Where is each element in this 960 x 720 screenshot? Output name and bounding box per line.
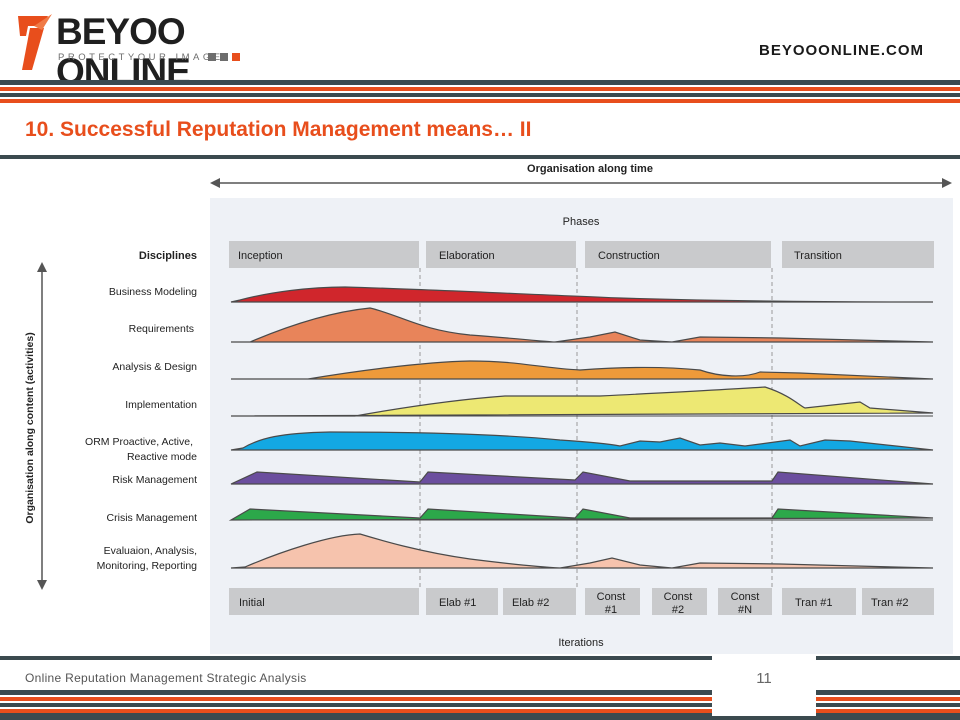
- iteration-label: Initial: [239, 597, 265, 609]
- disciplines-heading: Disciplines: [139, 250, 197, 262]
- iteration-const-n: [718, 588, 772, 615]
- iteration-label: Const #2: [664, 591, 693, 616]
- footer-text: Online Reputation Management Strategic A…: [25, 671, 307, 685]
- title-rule: [0, 155, 960, 159]
- phase-construction: [585, 241, 771, 268]
- iteration-initial: [229, 588, 419, 615]
- iteration-label-line: Const: [731, 591, 760, 603]
- discipline-label: Requirements: [129, 323, 194, 335]
- iteration-tran-2: [862, 588, 934, 615]
- side-axis-label: Organisation along content (activities): [24, 332, 36, 523]
- iteration-label: Elab #1: [439, 597, 476, 609]
- logo-title: BEYOO ONLINE: [56, 11, 191, 92]
- curve-crisis: [228, 508, 934, 521]
- iteration-label-line: #1: [605, 604, 617, 616]
- content-arrow-up-icon: [37, 262, 47, 272]
- phase-label: Construction: [598, 250, 660, 262]
- diagram-panel: [210, 198, 953, 654]
- brand-logo: BEYOO ONLINE PROTECTYOUR IMAGE: [16, 12, 256, 92]
- iteration-elab-2: [503, 588, 576, 615]
- phase-elaboration: [426, 241, 576, 268]
- discipline-label: Business Modeling: [109, 286, 197, 298]
- discipline-label: Analysis & Design: [112, 361, 197, 373]
- logo-mark-icon: [18, 14, 52, 70]
- iteration-const-1: [585, 588, 640, 615]
- discipline-label: Evaluaion, Analysis, Monitoring, Reportin…: [97, 545, 198, 572]
- discipline-label-line: Evaluaion, Analysis,: [104, 545, 197, 557]
- phase-inception: [229, 241, 419, 268]
- iteration-label: Const #1: [597, 591, 626, 616]
- curve-business-modeling: [230, 286, 934, 303]
- content-arrow-down-icon: [37, 580, 47, 590]
- phase-label: Inception: [238, 250, 283, 262]
- time-arrow-right-icon: [942, 178, 952, 188]
- iteration-const-2: [652, 588, 707, 615]
- curve-implementation: [230, 386, 934, 417]
- time-arrow-left-icon: [210, 178, 220, 188]
- top-axis-label: Organisation along time: [527, 163, 653, 175]
- logo-tagline: PROTECTYOUR IMAGE: [58, 52, 224, 63]
- phases-heading: Phases: [563, 216, 600, 228]
- iteration-label: Tran #2: [871, 597, 909, 609]
- discipline-label: Implementation: [125, 399, 197, 411]
- iteration-label-line: #N: [738, 604, 752, 616]
- rup-diagram: Organisation along time Organisation alo…: [24, 161, 953, 654]
- iteration-elab-1: [426, 588, 498, 615]
- curve-orm: [230, 431, 934, 451]
- footer-stripes: [0, 690, 960, 720]
- iteration-label-line: #2: [672, 604, 684, 616]
- phase-boundaries: [419, 268, 773, 588]
- discipline-label: ORM Proactive, Active, Reactive mode: [85, 436, 197, 463]
- page-number-box: 11: [712, 656, 816, 716]
- iteration-tran-1: [782, 588, 856, 615]
- logo-squares: [208, 53, 240, 61]
- discipline-label-line: Monitoring, Reporting: [97, 560, 198, 572]
- phase-label: Transition: [794, 250, 842, 262]
- discipline-label-line: Reactive mode: [127, 451, 197, 463]
- iterations-heading: Iterations: [558, 637, 604, 649]
- slide-title: 10. Successful Reputation Management mea…: [25, 118, 532, 141]
- phase-label: Elaboration: [439, 250, 495, 262]
- discipline-label: Risk Management: [112, 474, 197, 486]
- curve-analysis-design: [231, 360, 934, 380]
- iteration-label-line: Const: [664, 591, 693, 603]
- footer-top-stripe: [0, 656, 960, 660]
- iteration-label: Tran #1: [795, 597, 833, 609]
- discipline-label: Crisis Management: [107, 512, 198, 524]
- iteration-label: Const #N: [731, 591, 760, 616]
- iteration-label-line: Const: [597, 591, 626, 603]
- phase-transition: [782, 241, 934, 268]
- curve-risk: [230, 471, 934, 485]
- site-url[interactable]: BEYOOONLINE.COM: [758, 42, 924, 59]
- iteration-label: Elab #2: [512, 597, 549, 609]
- header-stripes: [0, 80, 960, 103]
- discipline-label-line: ORM Proactive, Active,: [85, 436, 193, 448]
- page-number: 11: [756, 670, 772, 687]
- curve-evaluation: [230, 533, 934, 569]
